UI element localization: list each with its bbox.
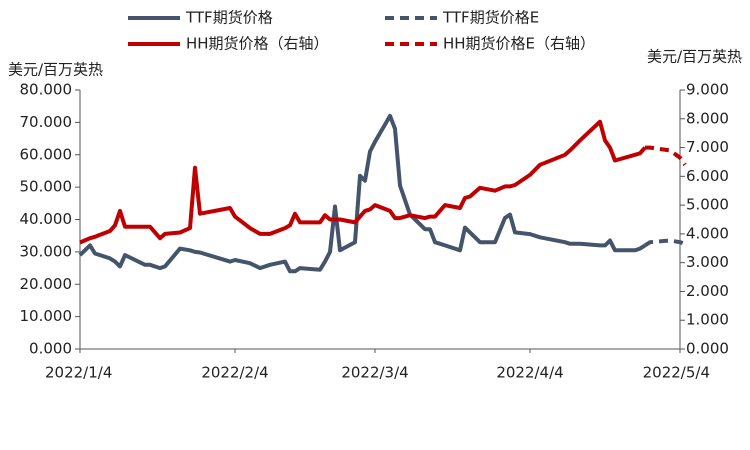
x-tick-label: 2022/5/4 bbox=[643, 364, 710, 382]
y2-tick-label: 5.000 bbox=[686, 196, 729, 214]
series-line bbox=[643, 238, 686, 248]
y2-axis-title: 美元/百万英热 bbox=[647, 48, 742, 66]
y-tick-label: 70.000 bbox=[20, 113, 73, 131]
y-axis-title: 美元/百万英热 bbox=[8, 61, 103, 79]
y2-tick-label: 6.000 bbox=[686, 167, 729, 185]
x-tick-label: 2022/3/4 bbox=[341, 364, 408, 382]
series-line bbox=[78, 113, 647, 274]
y2-tick-label: 1.000 bbox=[686, 311, 729, 329]
legend-label: HH期货价格E（右轴） bbox=[443, 35, 595, 53]
x-tick-label: 2022/1/4 bbox=[45, 364, 112, 382]
legend-label: TTF期货价格E bbox=[442, 9, 539, 27]
legend-label: TTF期货价格 bbox=[185, 9, 273, 27]
y2-tick-label: 3.000 bbox=[686, 253, 729, 271]
y-tick-label: 10.000 bbox=[20, 307, 73, 325]
y2-tick-label: 8.000 bbox=[686, 109, 729, 127]
series-line bbox=[645, 145, 687, 166]
legend-label: HH期货价格（右轴） bbox=[186, 35, 329, 53]
y-tick-label: 50.000 bbox=[20, 178, 73, 196]
y-tick-label: 40.000 bbox=[20, 210, 73, 228]
y2-tick-label: 9.000 bbox=[686, 81, 729, 99]
y2-tick-label: 2.000 bbox=[686, 282, 729, 300]
y-tick-label: 80.000 bbox=[20, 81, 73, 99]
x-tick-label: 2022/2/4 bbox=[201, 364, 268, 382]
y-tick-label: 60.000 bbox=[20, 145, 73, 163]
y2-tick-label: 4.000 bbox=[686, 224, 729, 242]
series-line bbox=[79, 119, 647, 245]
x-tick-label: 2022/4/4 bbox=[496, 364, 563, 382]
y2-tick-label: 7.000 bbox=[686, 138, 729, 156]
y-tick-label: 0.000 bbox=[29, 340, 72, 358]
y-tick-label: 20.000 bbox=[20, 275, 73, 293]
y-tick-label: 30.000 bbox=[20, 242, 73, 260]
y2-tick-label: 0.000 bbox=[686, 340, 729, 358]
